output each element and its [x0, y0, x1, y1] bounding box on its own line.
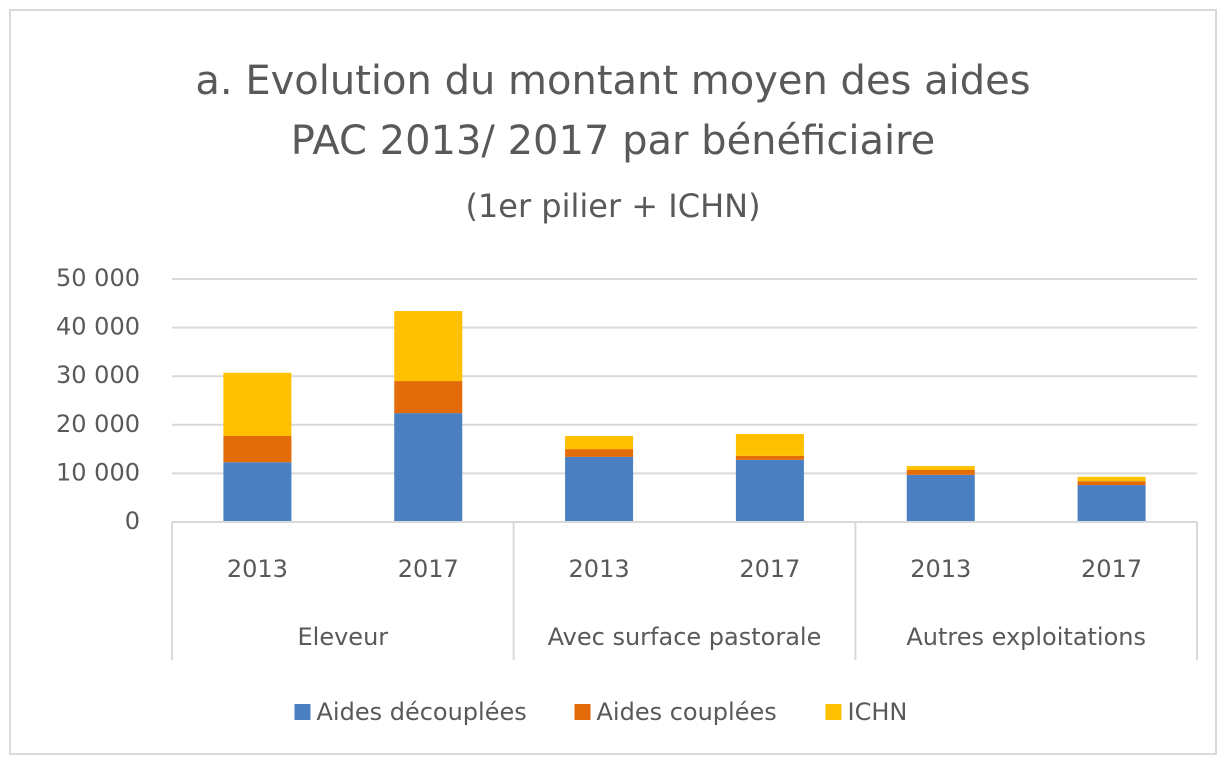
group-label: Autres exploitations	[906, 623, 1146, 651]
bar-segment	[394, 381, 463, 414]
bar-segment	[735, 455, 804, 460]
chart-subtitle: (1er pilier + ICHN)	[465, 187, 760, 225]
group-label: Eleveur	[298, 623, 389, 651]
bar-segment	[906, 469, 975, 475]
bar-segment	[565, 456, 634, 522]
y-tick-label: 50 000	[56, 264, 140, 292]
x-tick-label: 2013	[227, 555, 288, 583]
bar-segment	[223, 372, 292, 436]
chart-border	[9, 9, 1217, 755]
bar-segment	[906, 474, 975, 522]
x-tick-label: 2013	[569, 555, 630, 583]
x-tick-label: 2017	[1081, 555, 1142, 583]
chart-title: a. Evolution du montant moyen des aides	[195, 58, 1030, 104]
y-tick-label: 0	[125, 507, 140, 535]
y-tick-label: 40 000	[56, 313, 140, 341]
x-tick-label: 2017	[398, 555, 459, 583]
bar-segment	[735, 434, 804, 456]
y-tick-label: 20 000	[56, 410, 140, 438]
legend-label: Aides couplées	[597, 698, 777, 726]
y-tick-label: 30 000	[56, 361, 140, 389]
legend-label: ICHN	[848, 698, 908, 726]
bar-segment	[394, 413, 463, 522]
y-tick-label: 10 000	[56, 458, 140, 486]
bar-segment	[394, 311, 463, 382]
group-label: Avec surface pastorale	[548, 623, 822, 651]
bar-segment	[1077, 485, 1146, 522]
bar-segment	[735, 459, 804, 522]
x-tick-label: 2017	[739, 555, 800, 583]
legend-swatch	[294, 704, 311, 720]
bar-segment	[1077, 476, 1146, 482]
x-tick-label: 2013	[910, 555, 971, 583]
bar-segment	[1077, 481, 1146, 486]
bar-segment	[565, 449, 634, 457]
legend-label: Aides découplées	[317, 698, 527, 726]
bar-segment	[223, 435, 292, 463]
legend-swatch	[574, 704, 591, 720]
bar-segment	[565, 435, 634, 450]
bar-segment	[223, 462, 292, 522]
legend-swatch	[825, 704, 842, 720]
bar-segment	[906, 466, 975, 470]
chart-title: PAC 2013/ 2017 par bénéficiaire	[291, 118, 936, 164]
